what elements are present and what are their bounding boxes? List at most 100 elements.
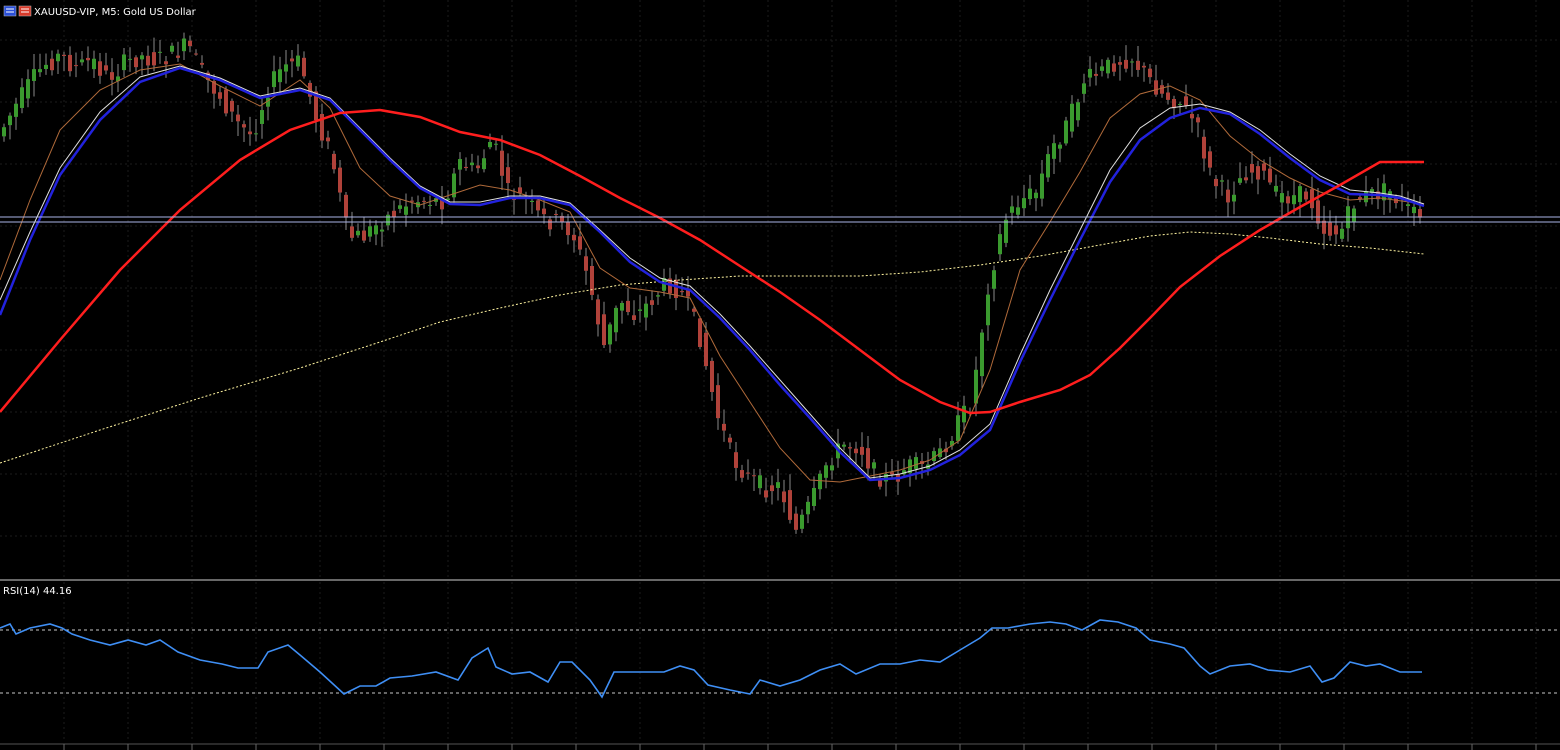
candle-body (248, 131, 252, 135)
candle-body (842, 444, 846, 447)
candle-body (290, 58, 294, 62)
candle-body (1178, 104, 1182, 106)
candle-body (980, 332, 984, 377)
candle-body (86, 57, 90, 61)
candle-body (704, 332, 708, 367)
moving-averages (0, 63, 1425, 483)
candle-body (698, 318, 702, 347)
candle-body (1418, 209, 1422, 218)
candle-body (182, 38, 186, 52)
candle-body (1304, 191, 1308, 200)
candle-body (1070, 103, 1074, 132)
candle-body (218, 92, 222, 99)
candle-body (1358, 197, 1362, 200)
candle-body (830, 465, 834, 471)
chart-menu-icon[interactable] (3, 5, 32, 17)
candle-body (644, 303, 648, 318)
candle-body (1052, 143, 1056, 159)
candle-body (14, 103, 18, 117)
candle-body (320, 113, 324, 141)
candle-body (680, 291, 684, 293)
candle-body (890, 472, 894, 475)
candle-body (332, 153, 336, 170)
candle-body (626, 300, 630, 313)
ma-white (0, 65, 1425, 479)
candle-body (1028, 188, 1032, 200)
candle-body (1160, 85, 1164, 94)
candle-body (1064, 120, 1068, 144)
candle-body (1112, 63, 1116, 72)
candle-body (608, 324, 612, 345)
candle-body (26, 79, 30, 99)
candle-body (674, 279, 678, 298)
candle-body (446, 198, 450, 201)
candle-body (32, 69, 36, 81)
candle-body (872, 462, 876, 469)
candle-body (500, 150, 504, 176)
candle-body (158, 51, 162, 53)
candle-body (386, 214, 390, 226)
candle-body (866, 448, 870, 469)
candle-body (254, 133, 258, 135)
candle-body (1316, 200, 1320, 224)
candle-body (950, 440, 954, 446)
candle-body (92, 58, 96, 70)
candle-body (122, 54, 126, 71)
candle-body (1352, 208, 1356, 223)
candle-body (944, 448, 948, 453)
candle-body (1142, 65, 1146, 68)
candle-body (776, 482, 780, 488)
chart-title: XAUUSD-VIP, M5: Gold US Dollar (34, 7, 197, 18)
candle-body (1310, 189, 1314, 209)
candle-body (116, 76, 120, 82)
candle-body (326, 137, 330, 142)
candle-body (1214, 178, 1218, 187)
candle-body (428, 204, 432, 206)
candle-body (1094, 73, 1098, 76)
candle-body (356, 230, 360, 236)
candle-body (374, 225, 378, 235)
candle-body (878, 479, 882, 487)
rsi-line (0, 619, 1422, 699)
candle-body (104, 65, 108, 71)
candle-body (788, 490, 792, 520)
candle-body (8, 115, 12, 126)
candle-body (1118, 62, 1122, 65)
candle-body (134, 57, 138, 68)
candle-body (212, 80, 216, 94)
candle-body (1340, 228, 1344, 239)
candle-body (734, 452, 738, 468)
candle-body (692, 308, 696, 312)
candle-body (590, 265, 594, 295)
candle-body (770, 485, 774, 492)
candle-body (632, 315, 636, 320)
candle-body (224, 89, 228, 114)
candle-body (1208, 151, 1212, 168)
candle-body (242, 124, 246, 128)
candle-body (1130, 61, 1134, 63)
candle-body (80, 59, 84, 63)
candle-body (404, 206, 408, 215)
ma-slow (0, 108, 1424, 415)
candle-body (656, 295, 660, 297)
candle-body (620, 302, 624, 311)
candle-body (938, 448, 942, 458)
candle-body (62, 54, 66, 57)
candle-body (548, 219, 552, 230)
candle-body (392, 210, 396, 217)
candle-body (284, 64, 288, 72)
candle-body (1370, 189, 1374, 193)
candle-body (44, 64, 48, 69)
candle-body (302, 57, 306, 77)
candle-body (140, 55, 144, 60)
candle-body (860, 446, 864, 455)
candle-body (488, 141, 492, 148)
candle-body (1154, 80, 1158, 95)
candle-body (974, 369, 978, 404)
candle-body (1322, 220, 1326, 234)
candle-body (710, 360, 714, 392)
candle-body (1280, 193, 1284, 203)
